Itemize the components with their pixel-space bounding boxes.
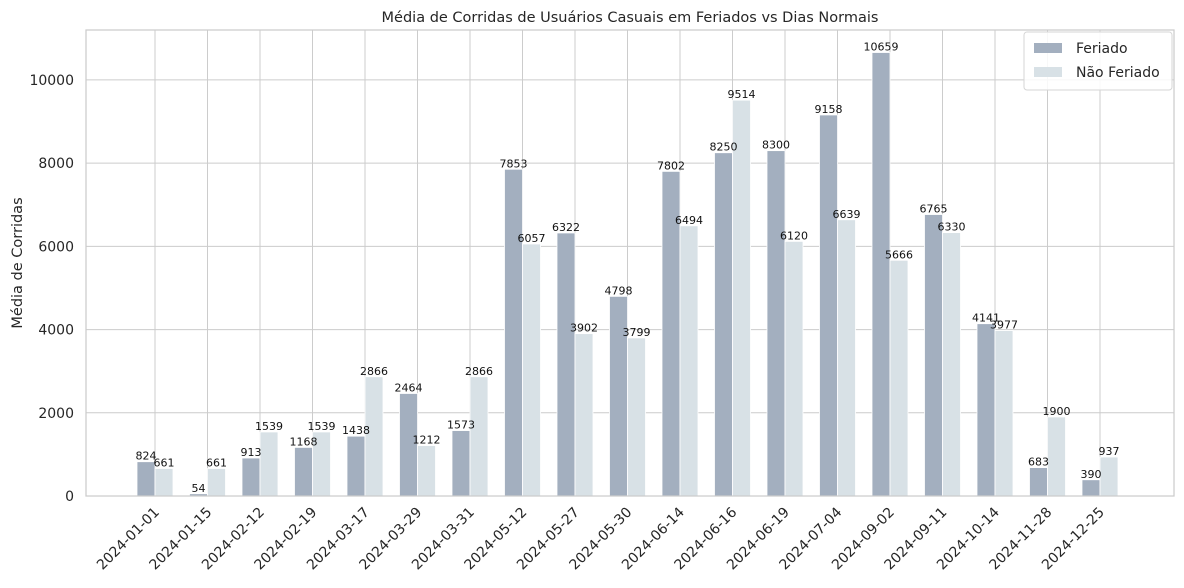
bar-nao-feriado bbox=[1099, 456, 1119, 497]
data-label-nao-feriado: 1212 bbox=[413, 434, 441, 447]
data-label-nao-feriado: 6494 bbox=[675, 214, 703, 227]
y-tick-label: 8000 bbox=[38, 156, 74, 172]
legend-swatch-nao-feriado bbox=[1034, 67, 1062, 77]
data-label-feriado: 4141 bbox=[972, 312, 1000, 325]
bar-feriado bbox=[924, 214, 943, 497]
data-label-nao-feriado: 9514 bbox=[728, 88, 756, 101]
legend: Feriado Não Feriado bbox=[1023, 31, 1173, 91]
bar-feriado bbox=[241, 457, 261, 497]
data-label-feriado: 1168 bbox=[290, 435, 318, 448]
data-label-feriado: 2464 bbox=[395, 381, 423, 394]
bar-feriado bbox=[714, 152, 733, 497]
bar-nao-feriado bbox=[837, 219, 856, 497]
bar-feriado bbox=[1081, 479, 1101, 497]
y-axis-label: Média de Corridas bbox=[10, 197, 26, 328]
y-tick-label: 2000 bbox=[38, 406, 74, 422]
data-label-feriado: 9158 bbox=[815, 103, 843, 116]
x-tick-labels: 2024-01-012024-01-152024-02-122024-02-19… bbox=[94, 504, 1108, 573]
data-label-nao-feriado: 937 bbox=[1099, 445, 1120, 458]
legend-label-feriado: Feriado bbox=[1076, 41, 1128, 57]
bar-feriado bbox=[346, 435, 366, 497]
data-label-feriado: 4798 bbox=[605, 284, 633, 297]
data-label-nao-feriado: 2866 bbox=[465, 365, 493, 378]
data-label-feriado: 7802 bbox=[657, 159, 685, 172]
data-label-feriado: 10659 bbox=[864, 41, 899, 54]
bar-nao-feriado bbox=[994, 330, 1014, 497]
data-label-nao-feriado: 2866 bbox=[360, 365, 388, 378]
data-label-nao-feriado: 6639 bbox=[833, 208, 861, 221]
y-tick-label: 6000 bbox=[38, 239, 74, 255]
data-label-nao-feriado: 661 bbox=[154, 456, 175, 469]
y-tick-labels: 0 2000 4000 6000 8000 10000 bbox=[29, 73, 74, 505]
bar-nao-feriado bbox=[1047, 416, 1066, 497]
legend-label-nao-feriado: Não Feriado bbox=[1076, 65, 1160, 81]
data-label-nao-feriado: 6120 bbox=[780, 229, 808, 242]
data-label-nao-feriado: 661 bbox=[206, 456, 227, 469]
y-tick-label: 0 bbox=[65, 489, 74, 505]
bar-feriado bbox=[136, 461, 156, 497]
data-label-feriado: 7853 bbox=[500, 157, 528, 170]
data-label-feriado: 824 bbox=[136, 450, 157, 463]
bar-feriado bbox=[766, 150, 786, 497]
bar-nao-feriado bbox=[574, 333, 594, 497]
plot-frame bbox=[85, 29, 1175, 497]
bar-feriado bbox=[1029, 467, 1048, 497]
bars-layer bbox=[136, 52, 1119, 497]
data-label-feriado: 1573 bbox=[447, 419, 475, 432]
data-label-nao-feriado: 3799 bbox=[623, 326, 651, 339]
data-label-nao-feriado: 3902 bbox=[570, 322, 598, 335]
bar-feriado bbox=[504, 168, 523, 497]
bar-nao-feriado bbox=[259, 431, 279, 497]
bar-nao-feriado bbox=[417, 445, 436, 497]
bar-feriado bbox=[871, 52, 891, 497]
data-label-feriado: 6765 bbox=[920, 203, 948, 216]
data-label-feriado: 913 bbox=[241, 446, 262, 459]
data-label-feriado: 54 bbox=[192, 482, 206, 495]
y-tick-label: 10000 bbox=[29, 73, 74, 89]
bar-nao-feriado bbox=[784, 240, 804, 497]
bar-nao-feriado bbox=[732, 99, 751, 497]
bar-nao-feriado bbox=[627, 337, 646, 497]
bar-feriado bbox=[451, 430, 471, 497]
data-label-nao-feriado: 3977 bbox=[990, 319, 1018, 332]
bar-feriado bbox=[294, 447, 313, 497]
data-label-feriado: 1438 bbox=[342, 424, 370, 437]
bar-nao-feriado bbox=[522, 243, 541, 497]
legend-swatch-feriado bbox=[1034, 43, 1062, 53]
bar-nao-feriado bbox=[889, 259, 909, 497]
data-label-feriado: 6322 bbox=[552, 221, 580, 234]
data-label-nao-feriado: 6057 bbox=[518, 232, 546, 245]
data-label-nao-feriado: 5666 bbox=[885, 248, 913, 261]
data-label-nao-feriado: 1900 bbox=[1043, 405, 1071, 418]
data-label-feriado: 8250 bbox=[710, 141, 738, 154]
bar-nao-feriado bbox=[207, 468, 226, 497]
data-labels-layer: 824 54 913 1168 1438 2464 1573 7853 6322 4798 7802… bbox=[136, 41, 1120, 495]
data-label-nao-feriado: 6330 bbox=[938, 221, 966, 234]
bar-feriado bbox=[819, 114, 838, 497]
bar-nao-feriado bbox=[942, 232, 961, 497]
bar-nao-feriado bbox=[469, 376, 489, 497]
y-tick-label: 4000 bbox=[38, 323, 74, 339]
bar-nao-feriado bbox=[154, 468, 174, 497]
bar-nao-feriado bbox=[679, 225, 699, 497]
bar-feriado bbox=[556, 232, 576, 497]
data-label-feriado: 390 bbox=[1081, 468, 1102, 481]
data-label-feriado: 8300 bbox=[762, 139, 790, 152]
data-label-feriado: 683 bbox=[1028, 456, 1049, 469]
chart-title: Média de Corridas de Usuários Casuais em… bbox=[382, 10, 879, 26]
data-label-nao-feriado: 1539 bbox=[308, 420, 336, 433]
data-label-nao-feriado: 1539 bbox=[255, 420, 283, 433]
bar-feriado bbox=[976, 323, 996, 497]
